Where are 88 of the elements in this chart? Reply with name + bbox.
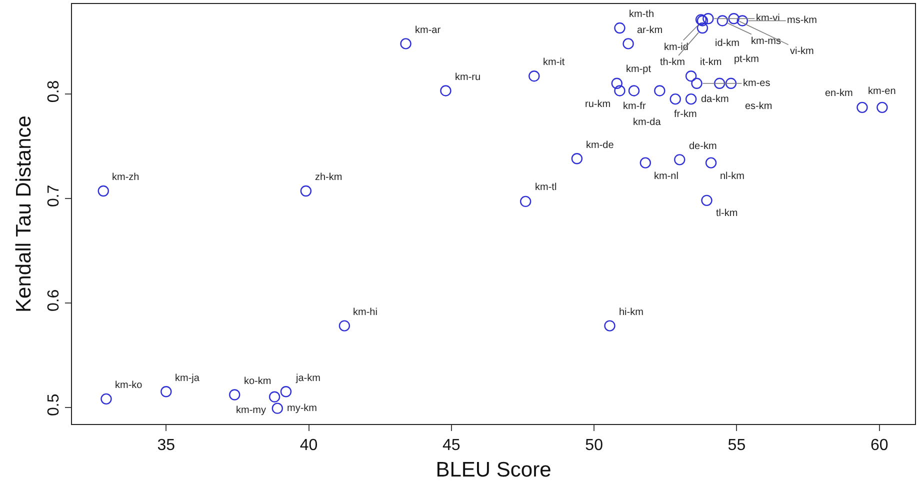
annotation: km-it (543, 57, 565, 68)
annotation: km-de (586, 140, 614, 151)
annotation: km-nl (654, 171, 678, 182)
annotation: km-ms (751, 36, 781, 47)
point (400, 38, 412, 50)
y-axis-title: Kendall Tau Distance (12, 116, 36, 312)
point (628, 85, 640, 96)
annotation: hi-km (619, 307, 644, 318)
point (716, 15, 728, 26)
annotation: vi-km (790, 46, 814, 57)
point (229, 389, 240, 400)
annotation: km-zh (112, 172, 140, 183)
point (705, 157, 717, 168)
point (338, 320, 350, 332)
annotation: de-km (689, 141, 717, 152)
point (725, 78, 737, 89)
y-tick-label: 0.7 (46, 184, 63, 208)
point (440, 85, 452, 96)
x-tick-label: 40 (300, 437, 318, 454)
point (856, 102, 868, 114)
x-tick-label: 35 (157, 437, 176, 454)
point (622, 38, 634, 50)
point (685, 93, 697, 105)
x-axis-title: BLEU Score (436, 458, 552, 482)
y-tick-label: 0.6 (46, 289, 63, 312)
point (98, 185, 109, 197)
annotation: km-hi (353, 307, 378, 318)
annotation: th-km (660, 57, 685, 68)
point (714, 78, 726, 89)
annotation: da-km (701, 94, 729, 105)
point (604, 320, 616, 332)
annotation: tl-km (716, 208, 738, 219)
point (280, 386, 292, 398)
annotation: ms-km (787, 15, 817, 26)
point (702, 13, 714, 24)
annotation: es-km (745, 101, 772, 112)
point (696, 22, 708, 34)
point (272, 402, 283, 414)
point (728, 13, 740, 24)
annotation: km-th (629, 9, 654, 20)
annotation: zh-km (315, 172, 342, 183)
annotation: it-km (700, 57, 722, 68)
annotation: km-es (743, 78, 770, 89)
point (268, 391, 280, 402)
point (100, 393, 112, 405)
annotation: km-ja (175, 373, 200, 384)
annotation: km-my (236, 405, 266, 416)
point (701, 194, 712, 206)
annotation: nl-km (720, 171, 744, 182)
y-tick-label: 0.5 (46, 394, 63, 416)
annotation: id-km (715, 38, 740, 49)
point (528, 70, 540, 82)
x-tick-label: 55 (728, 437, 746, 454)
annotation: ru-km (585, 99, 611, 110)
annotation: km-ar (415, 25, 442, 36)
annotation: km-pt (626, 64, 652, 75)
annotation: km-tl (535, 182, 557, 193)
annotation: km-ru (455, 72, 481, 83)
annotation: km-da (633, 117, 662, 128)
point (685, 70, 697, 82)
point (160, 386, 172, 398)
annotation: km-fr (623, 101, 646, 112)
annotation: ar-km (637, 25, 663, 36)
point (614, 22, 626, 34)
point (300, 185, 312, 197)
point (640, 157, 652, 168)
point (736, 15, 748, 26)
x-tick-label: 45 (442, 437, 460, 454)
point (611, 78, 622, 89)
point (691, 78, 702, 89)
annotation: my-km (287, 403, 317, 414)
annotation: pt-km (734, 54, 759, 65)
point (520, 196, 532, 208)
x-tick-label: 60 (870, 437, 888, 454)
point (876, 102, 888, 114)
annotation: ja-km (295, 373, 320, 384)
annotation: en-km (825, 88, 853, 99)
x-tick-label: 50 (585, 437, 604, 454)
annotation: fr-km (674, 109, 697, 120)
point (571, 153, 583, 164)
point (654, 85, 666, 96)
point (674, 154, 686, 166)
annotation: ko-km (244, 376, 272, 387)
y-tick-label: 0.8 (46, 80, 63, 103)
annotation: km-en (868, 86, 896, 97)
point (614, 85, 626, 96)
annotation: km-ko (115, 380, 143, 391)
point (670, 93, 681, 105)
